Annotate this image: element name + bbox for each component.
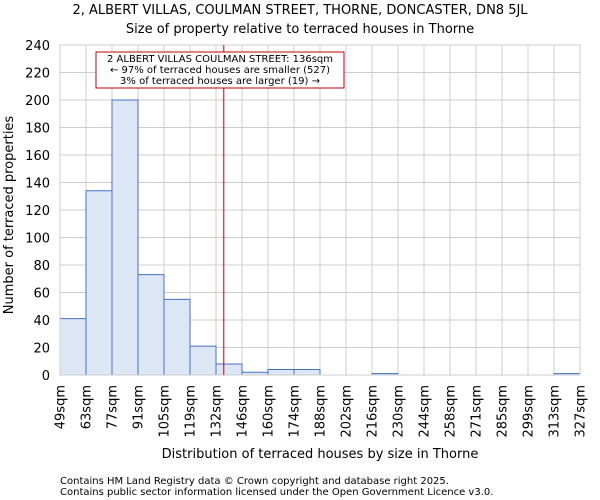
x-tick-label: 91sqm <box>132 385 147 429</box>
y-tick-label: 200 <box>25 94 50 109</box>
annotation-line-2: ← 97% of terraced houses are smaller (52… <box>110 65 330 76</box>
x-axis-label: Distribution of terraced houses by size … <box>162 447 479 462</box>
annotation-line-1: 2 ALBERT VILLAS COULMAN STREET: 136sqm <box>107 54 333 65</box>
x-tick-label: 105sqm <box>158 385 173 438</box>
bar-132sqm <box>215 363 243 376</box>
x-tick-label: 174sqm <box>288 385 303 438</box>
bar-49sqm <box>59 318 87 376</box>
x-tick-label: 285sqm <box>496 385 511 438</box>
y-tick-label: 140 <box>25 177 50 192</box>
plot-frame <box>59 44 581 376</box>
x-tick-label: 216sqm <box>366 385 381 438</box>
y-tick-label: 100 <box>25 232 50 247</box>
x-tick-label: 271sqm <box>470 385 485 438</box>
y-tick-label: 240 <box>25 39 50 54</box>
y-tick-label: 20 <box>33 342 50 357</box>
x-tick-label: 299sqm <box>522 385 537 438</box>
bar-119sqm <box>189 345 217 376</box>
chart-subtitle: Size of property relative to terraced ho… <box>126 22 474 37</box>
bar-77sqm <box>111 99 139 376</box>
bar-160sqm <box>267 369 295 376</box>
x-tick-label: 202sqm <box>340 385 355 438</box>
x-tick-label: 132sqm <box>210 385 225 438</box>
y-axis-ticks: 0 20 40 60 80 100 120 140 160 180 200 220 240 <box>25 39 50 384</box>
x-tick-label: 160sqm <box>262 385 277 438</box>
x-tick-label: 49sqm <box>54 385 69 429</box>
y-tick-label: 220 <box>25 67 50 82</box>
y-tick-label: 120 <box>25 204 50 219</box>
y-tick-label: 0 <box>42 369 50 384</box>
x-tick-label: 63sqm <box>80 385 95 429</box>
y-tick-label: 180 <box>25 122 50 137</box>
x-tick-label: 230sqm <box>392 385 407 438</box>
bar-105sqm <box>163 298 191 376</box>
annotation-box: 2 ALBERT VILLAS COULMAN STREET: 136sqm ←… <box>95 51 345 89</box>
x-tick-label: 327sqm <box>574 385 589 438</box>
bar-63sqm <box>85 190 113 376</box>
y-axis-label: Number of terraced properties <box>2 116 17 315</box>
y-tick-label: 80 <box>33 259 50 274</box>
chart-title: 2, ALBERT VILLAS, COULMAN STREET, THORNE… <box>72 3 528 18</box>
x-axis-ticks: 49sqm 63sqm 77sqm 91sqm 105sqm 119sqm 132sqm 14… <box>54 385 589 438</box>
footer-line-1: Contains HM Land Registry data © Crown c… <box>60 476 449 487</box>
x-tick-label: 77sqm <box>106 385 121 429</box>
x-tick-label: 146sqm <box>236 385 251 438</box>
y-tick-label: 40 <box>33 314 50 329</box>
x-tick-label: 119sqm <box>184 385 199 438</box>
y-tick-label: 60 <box>33 287 50 302</box>
x-tick-label: 188sqm <box>314 385 329 438</box>
x-tick-label: 313sqm <box>548 385 563 438</box>
footer-line-2: Contains public sector information licen… <box>60 487 493 498</box>
annotation-line-3: 3% of terraced houses are larger (19) → <box>120 76 320 87</box>
x-tick-label: 258sqm <box>444 385 459 438</box>
x-tick-label: 244sqm <box>418 385 433 438</box>
bar-91sqm <box>137 274 165 376</box>
y-tick-label: 160 <box>25 149 50 164</box>
bar-174sqm <box>293 369 321 376</box>
